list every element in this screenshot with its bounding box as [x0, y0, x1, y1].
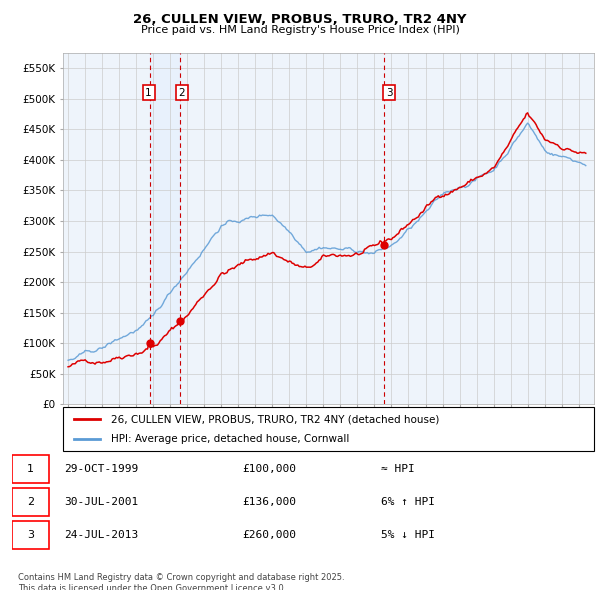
Text: HPI: Average price, detached house, Cornwall: HPI: Average price, detached house, Corn… [111, 434, 349, 444]
Text: 1: 1 [27, 464, 34, 474]
Text: 30-JUL-2001: 30-JUL-2001 [64, 497, 138, 507]
Text: 3: 3 [27, 530, 34, 540]
Text: 6% ↑ HPI: 6% ↑ HPI [380, 497, 434, 507]
Text: 26, CULLEN VIEW, PROBUS, TRURO, TR2 4NY: 26, CULLEN VIEW, PROBUS, TRURO, TR2 4NY [133, 13, 467, 26]
Text: ≈ HPI: ≈ HPI [380, 464, 415, 474]
Text: £100,000: £100,000 [242, 464, 296, 474]
Text: 26, CULLEN VIEW, PROBUS, TRURO, TR2 4NY (detached house): 26, CULLEN VIEW, PROBUS, TRURO, TR2 4NY … [111, 415, 439, 424]
FancyBboxPatch shape [12, 488, 49, 516]
Text: 2: 2 [27, 497, 34, 507]
FancyBboxPatch shape [12, 455, 49, 483]
FancyBboxPatch shape [63, 407, 594, 451]
Text: 1: 1 [145, 88, 152, 98]
Text: £260,000: £260,000 [242, 530, 296, 540]
Bar [151, 53, 180, 404]
Text: 24-JUL-2013: 24-JUL-2013 [64, 530, 138, 540]
Text: 3: 3 [386, 88, 392, 98]
Text: Price paid vs. HM Land Registry's House Price Index (HPI): Price paid vs. HM Land Registry's House … [140, 25, 460, 35]
Text: 2: 2 [178, 88, 185, 98]
Text: Contains HM Land Registry data © Crown copyright and database right 2025.
This d: Contains HM Land Registry data © Crown c… [18, 573, 344, 590]
Text: 29-OCT-1999: 29-OCT-1999 [64, 464, 138, 474]
Text: 5% ↓ HPI: 5% ↓ HPI [380, 530, 434, 540]
FancyBboxPatch shape [12, 521, 49, 549]
Text: £136,000: £136,000 [242, 497, 296, 507]
